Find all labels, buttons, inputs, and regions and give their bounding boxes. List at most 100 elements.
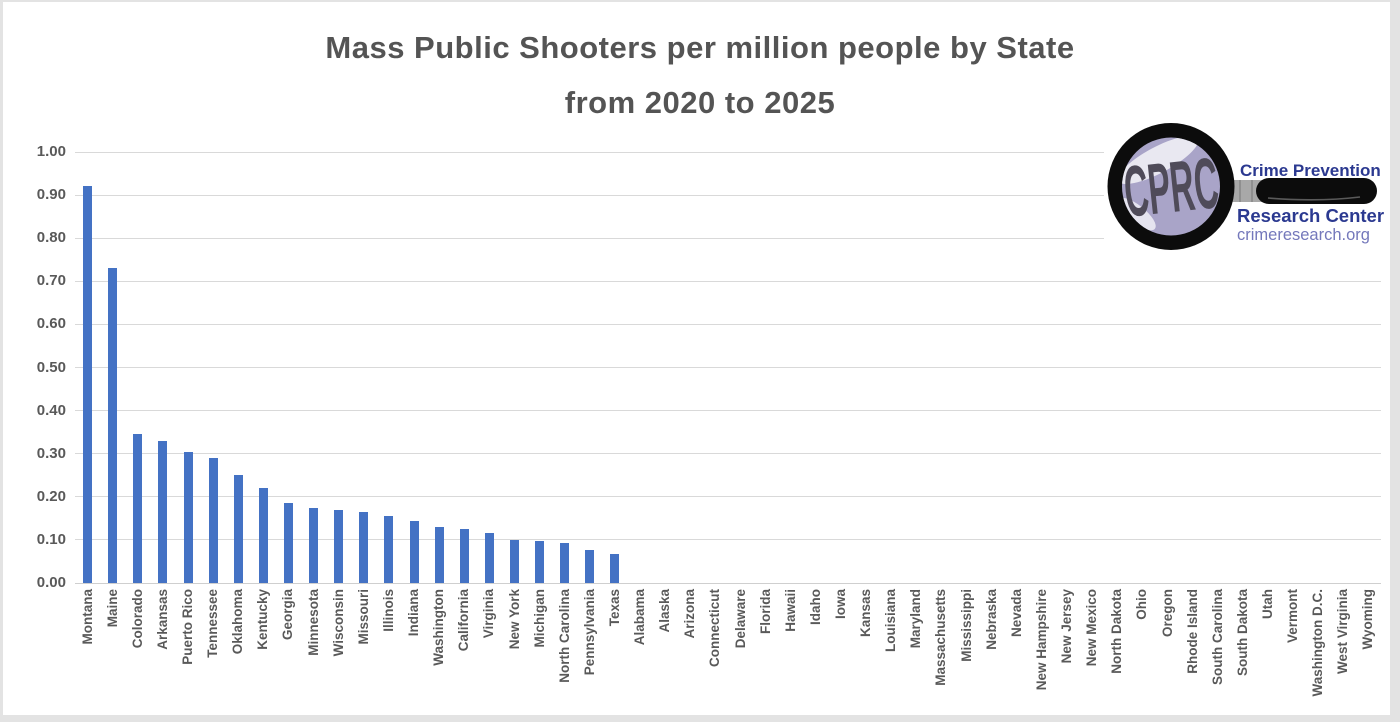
x-axis-line xyxy=(75,582,1381,584)
bar-kentucky xyxy=(258,488,268,583)
x-label-ohio: Ohio xyxy=(1134,589,1150,620)
cprc-logo: CPRC Crime Prevention Research Center cr… xyxy=(1104,120,1392,258)
y-tick-label-0.60: 0.60 xyxy=(36,315,66,333)
x-label-new-mexico: New Mexico xyxy=(1084,589,1100,667)
x-label-minnesota: Minnesota xyxy=(305,589,321,656)
bar-washington xyxy=(434,526,444,583)
x-label-rhode-island: Rhode Island xyxy=(1184,589,1200,674)
gridline xyxy=(75,237,1381,239)
bar-california xyxy=(459,529,469,583)
x-label-wisconsin: Wisconsin xyxy=(330,589,346,657)
x-label-new-york: New York xyxy=(506,589,522,650)
bar-indiana xyxy=(409,520,419,583)
x-label-arkansas: Arkansas xyxy=(154,589,170,650)
x-label-texas: Texas xyxy=(606,589,622,627)
bar-puerto-rico xyxy=(183,451,193,583)
y-tick-label-0.70: 0.70 xyxy=(36,272,66,290)
x-label-kentucky: Kentucky xyxy=(255,589,271,650)
x-label-michigan: Michigan xyxy=(531,589,547,648)
x-label-california: California xyxy=(456,589,472,652)
x-label-delaware: Delaware xyxy=(732,589,748,649)
x-label-tennessee: Tennessee xyxy=(205,589,221,658)
bar-michigan xyxy=(535,540,545,583)
bar-montana xyxy=(83,186,93,583)
x-label-arizona: Arizona xyxy=(682,589,698,639)
x-label-georgia: Georgia xyxy=(280,589,296,641)
bar-tennessee xyxy=(208,458,218,583)
bar-texas xyxy=(610,554,620,583)
gridline xyxy=(75,539,1381,541)
gridline xyxy=(75,323,1381,325)
logo-ferrule xyxy=(1228,180,1266,202)
x-label-north-carolina: North Carolina xyxy=(556,589,572,683)
x-label-virginia: Virginia xyxy=(481,589,497,639)
x-label-new-hampshire: New Hampshire xyxy=(1033,589,1049,691)
y-tick-label-0.80: 0.80 xyxy=(36,229,66,247)
x-label-alabama: Alabama xyxy=(632,589,648,646)
bar-wisconsin xyxy=(334,509,344,583)
y-tick-label-0.50: 0.50 xyxy=(36,358,66,376)
x-label-north-dakota: North Dakota xyxy=(1109,589,1125,674)
x-label-missouri: Missouri xyxy=(355,589,371,645)
y-tick-label-0.90: 0.90 xyxy=(36,186,66,204)
x-label-oregon: Oregon xyxy=(1159,589,1175,638)
logo-url: crimeresearch.org xyxy=(1237,226,1370,244)
x-label-montana: Montana xyxy=(79,589,95,645)
gridline xyxy=(75,453,1381,455)
x-label-alaska: Alaska xyxy=(657,589,673,633)
bar-illinois xyxy=(384,516,394,583)
gridline xyxy=(75,496,1381,498)
x-label-illinois: Illinois xyxy=(380,589,396,632)
lens-highlight-2 xyxy=(1122,197,1156,231)
logo-monogram: CPRC xyxy=(1120,143,1222,232)
gridline xyxy=(75,194,1381,196)
frame-border-top xyxy=(0,0,1400,2)
logo-org-name-line-2: Research Center xyxy=(1237,205,1384,226)
x-label-wyoming: Wyoming xyxy=(1360,589,1376,650)
x-label-florida: Florida xyxy=(757,589,773,635)
x-label-washington-d-c: Washington D.C. xyxy=(1310,589,1326,697)
x-label-idaho: Idaho xyxy=(807,589,823,625)
bar-minnesota xyxy=(309,507,319,583)
gridline xyxy=(75,367,1381,368)
x-label-south-carolina: South Carolina xyxy=(1209,589,1225,686)
chart-title-line-1: Mass Public Shooters per million people … xyxy=(325,30,1075,65)
x-label-massachusetts: Massachusetts xyxy=(933,589,949,686)
bar-new-york xyxy=(510,539,520,583)
logo-org-name-line-1: Crime Prevention xyxy=(1240,161,1381,180)
y-tick-label-0.40: 0.40 xyxy=(36,401,66,419)
bar-arkansas xyxy=(158,440,168,583)
chart-title: Mass Public Shooters per million people … xyxy=(0,20,1400,130)
bar-oklahoma xyxy=(233,475,243,583)
x-label-nevada: Nevada xyxy=(1008,589,1024,638)
y-tick-label-1.00: 1.00 xyxy=(36,143,66,160)
logo-handle xyxy=(1256,178,1377,204)
x-label-iowa: Iowa xyxy=(833,589,849,620)
y-tick-label-0.10: 0.10 xyxy=(36,530,66,548)
x-label-louisiana: Louisiana xyxy=(883,589,899,653)
x-label-kansas: Kansas xyxy=(858,589,874,638)
x-label-utah: Utah xyxy=(1259,589,1275,619)
y-tick-label-0.30: 0.30 xyxy=(36,444,66,462)
x-label-maryland: Maryland xyxy=(908,589,924,649)
x-label-washington: Washington xyxy=(431,589,447,666)
x-label-vermont: Vermont xyxy=(1285,589,1301,644)
bar-georgia xyxy=(283,503,293,583)
bar-pennsylvania xyxy=(585,549,595,583)
x-label-oklahoma: Oklahoma xyxy=(230,589,246,655)
x-label-west-virginia: West Virginia xyxy=(1335,589,1351,675)
gridline xyxy=(75,410,1381,412)
x-label-hawaii: Hawaii xyxy=(782,589,798,632)
frame-border-bottom xyxy=(0,715,1400,722)
gridline xyxy=(75,151,1381,153)
x-label-mississippi: Mississippi xyxy=(958,589,974,662)
frame-border-left xyxy=(0,0,3,722)
x-label-colorado: Colorado xyxy=(129,589,145,649)
x-label-maine: Maine xyxy=(104,589,120,628)
x-label-indiana: Indiana xyxy=(406,589,422,637)
bar-virginia xyxy=(484,533,494,583)
bar-colorado xyxy=(133,434,143,583)
x-label-pennsylvania: Pennsylvania xyxy=(581,589,597,676)
